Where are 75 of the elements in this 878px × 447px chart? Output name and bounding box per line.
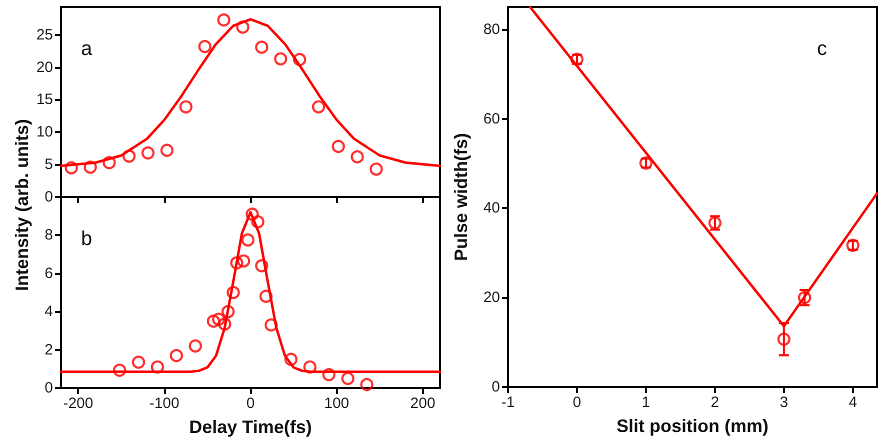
y-tick-label: 6 [44,264,53,282]
x-axis-title: Slit position (mm) [616,416,768,436]
x-tick-label: 0 [572,394,582,411]
point [150,360,164,374]
y-axis-title: Intensity (arb. units) [12,118,32,292]
point [64,161,78,174]
point [160,144,174,157]
point [293,52,306,66]
point [255,40,268,54]
x-tick-label: 0 [246,395,255,412]
point [230,256,244,270]
x-tick-label: 1 [642,394,650,411]
point [322,368,336,382]
point [303,360,317,374]
y-tick-label: 0 [44,380,53,396]
annotation: a [81,38,93,60]
point [112,364,126,377]
y-tick-label: 25 [36,26,53,44]
x-tick-label: -100 [149,395,180,412]
x-axis-title: Delay Time(fs) [189,417,312,437]
point [264,318,278,332]
y-tick-label: 5 [44,156,53,174]
y-tick-label: 8 [44,226,53,244]
point [777,332,790,346]
point [350,150,364,164]
point [284,352,298,366]
y-axis-title: Pulse width(fs) [451,132,471,262]
annotation: b [81,228,92,250]
point [246,208,259,221]
point [370,162,383,176]
point [206,314,220,328]
point [198,40,212,54]
point [84,160,97,174]
point [102,156,116,170]
point [236,20,250,34]
point [179,100,192,114]
x-tick-label: 200 [410,395,436,412]
x-tick-label: 100 [324,395,350,412]
point [218,317,232,331]
point [217,13,230,27]
point [222,305,235,318]
y-tick-label: 4 [44,303,53,320]
point [212,312,226,326]
x-tick-label: -200 [63,395,94,412]
point [259,290,273,303]
point [274,52,288,66]
annotation: c [817,38,827,60]
point [341,372,354,386]
point [251,215,264,228]
y-tick-label: 10 [36,124,53,141]
y-tick-label: 20 [36,58,53,76]
y-tick-label: 60 [483,110,500,128]
x-tick-label: -1 [501,394,515,411]
point [237,254,250,268]
point [141,146,155,160]
point [255,259,268,272]
point [332,140,345,154]
y-tick-label: 2 [44,341,53,358]
y-tick-label: 20 [483,289,500,306]
point [312,100,326,114]
point [132,356,146,369]
point [188,339,202,353]
point [360,378,374,392]
point [122,150,136,163]
y-tick-label: 80 [483,20,500,38]
y-tick-label: 0 [44,188,53,206]
point [226,286,240,300]
x-tick-label: 2 [710,394,720,411]
point [241,233,255,247]
point [170,348,184,362]
y-tick-label: 40 [483,200,500,217]
x-tick-label: 3 [780,394,788,411]
y-tick-label: 0 [492,378,500,396]
y-tick-label: 15 [36,91,53,108]
x-tick-label: 4 [848,394,858,411]
